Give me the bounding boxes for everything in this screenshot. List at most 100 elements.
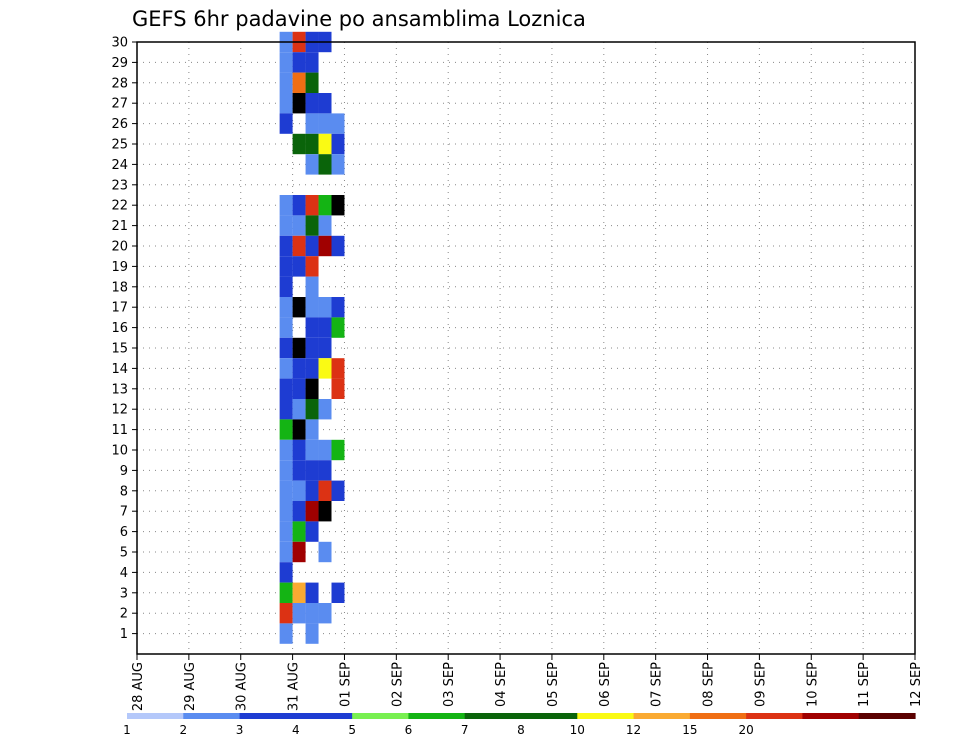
- x-tick-label: 29 AUG: [183, 662, 198, 711]
- y-tick-label: 17: [111, 301, 128, 316]
- data-cell: [305, 154, 319, 175]
- x-tick-label: 06 SEP: [598, 662, 613, 707]
- data-cell: [279, 582, 293, 603]
- data-cell: [279, 603, 293, 624]
- colorbar-label: 1: [123, 723, 131, 737]
- data-cell: [305, 439, 319, 461]
- data-cell: [318, 501, 332, 522]
- data-cell: [331, 358, 345, 379]
- colorbar-swatch: [183, 713, 241, 719]
- colorbar-swatch: [633, 713, 691, 719]
- data-cell: [318, 215, 332, 236]
- data-cell: [318, 399, 332, 420]
- x-tick-label: 09 SEP: [753, 662, 768, 707]
- data-cell: [292, 399, 306, 420]
- data-cell: [292, 52, 306, 73]
- data-cell: [292, 133, 306, 155]
- data-cell: [279, 480, 293, 501]
- data-cell: [279, 419, 293, 440]
- data-cell: [279, 378, 293, 399]
- data-cell: [331, 439, 345, 461]
- y-tick-label: 9: [120, 464, 128, 479]
- colorbar-label: 4: [292, 723, 300, 737]
- y-tick-label: 24: [111, 158, 128, 173]
- data-cell: [279, 317, 293, 338]
- colorbar-label: 7: [461, 723, 469, 737]
- data-cell: [279, 562, 293, 583]
- y-tick-label: 3: [120, 586, 128, 601]
- data-cell: [279, 521, 293, 542]
- data-cell: [305, 623, 319, 644]
- data-cell: [305, 317, 319, 338]
- data-cell: [292, 460, 306, 481]
- x-tick-label: 04 SEP: [494, 662, 509, 707]
- y-tick-label: 27: [111, 97, 128, 112]
- data-cell: [318, 480, 332, 501]
- data-cell: [305, 256, 319, 277]
- data-cell: [331, 297, 345, 318]
- y-tick-label: 15: [111, 342, 128, 357]
- data-cell: [279, 235, 293, 257]
- data-cell: [318, 154, 332, 175]
- data-cell: [305, 215, 319, 236]
- data-cell: [305, 419, 319, 440]
- y-tick-label: 13: [111, 382, 128, 397]
- data-cell: [318, 460, 332, 481]
- data-cell: [331, 154, 345, 175]
- data-cell: [305, 235, 319, 257]
- data-cell: [318, 235, 332, 257]
- x-tick-label: 11 SEP: [857, 662, 872, 707]
- data-cell: [305, 133, 319, 155]
- data-cell: [318, 133, 332, 155]
- data-cell: [305, 378, 319, 399]
- y-tick-label: 2: [120, 607, 128, 622]
- y-tick-label: 8: [120, 484, 128, 499]
- colorbar-swatch: [295, 713, 353, 719]
- colorbar-swatch: [408, 713, 466, 719]
- x-tick-label: 07 SEP: [650, 662, 665, 707]
- y-tick-label: 19: [111, 260, 128, 275]
- x-tick-label: 01 SEP: [338, 662, 353, 707]
- grid: [137, 41, 915, 654]
- data-cell: [318, 439, 332, 461]
- x-tick-label: 10 SEP: [805, 662, 820, 707]
- colorbar-swatch: [239, 713, 297, 719]
- colorbar-swatch: [689, 713, 747, 719]
- data-cell: [279, 113, 293, 134]
- x-tick-label: 12 SEP: [909, 662, 924, 707]
- data-cell: [279, 215, 293, 236]
- y-tick-label: 21: [111, 219, 128, 234]
- y-tick-label: 25: [111, 138, 128, 153]
- colorbar-swatch: [802, 713, 860, 719]
- colorbar-swatch: [577, 713, 635, 719]
- colorbar-label: 20: [738, 723, 753, 737]
- y-axis: 1234567891011121314151617181920212223242…: [111, 36, 137, 642]
- colorbar-label: 12: [626, 723, 641, 737]
- data-cell: [331, 195, 345, 216]
- data-cell: [279, 195, 293, 216]
- plot-frame: [136, 41, 916, 655]
- data-cell: [331, 378, 345, 399]
- data-cell: [305, 195, 319, 216]
- colorbar-label: 15: [682, 723, 697, 737]
- data-cell: [318, 541, 332, 563]
- colorbar-swatch: [352, 713, 410, 719]
- data-cell: [292, 256, 306, 277]
- data-cell: [279, 439, 293, 461]
- data-cell: [305, 521, 319, 542]
- y-tick-label: 14: [111, 362, 128, 377]
- data-cell: [292, 337, 306, 359]
- y-tick-label: 10: [111, 444, 128, 459]
- x-tick-label: 28 AUG: [131, 662, 146, 711]
- data-cell: [305, 337, 319, 359]
- data-cell: [292, 378, 306, 399]
- colorbar-label: 3: [236, 723, 244, 737]
- data-cell: [318, 358, 332, 379]
- data-cell: [292, 195, 306, 216]
- data-cell: [331, 235, 345, 257]
- data-cell: [318, 337, 332, 359]
- x-tick-label: 02 SEP: [390, 662, 405, 707]
- colorbar-label: 6: [405, 723, 413, 737]
- data-cell: [305, 358, 319, 379]
- colorbar-label: 10: [570, 723, 585, 737]
